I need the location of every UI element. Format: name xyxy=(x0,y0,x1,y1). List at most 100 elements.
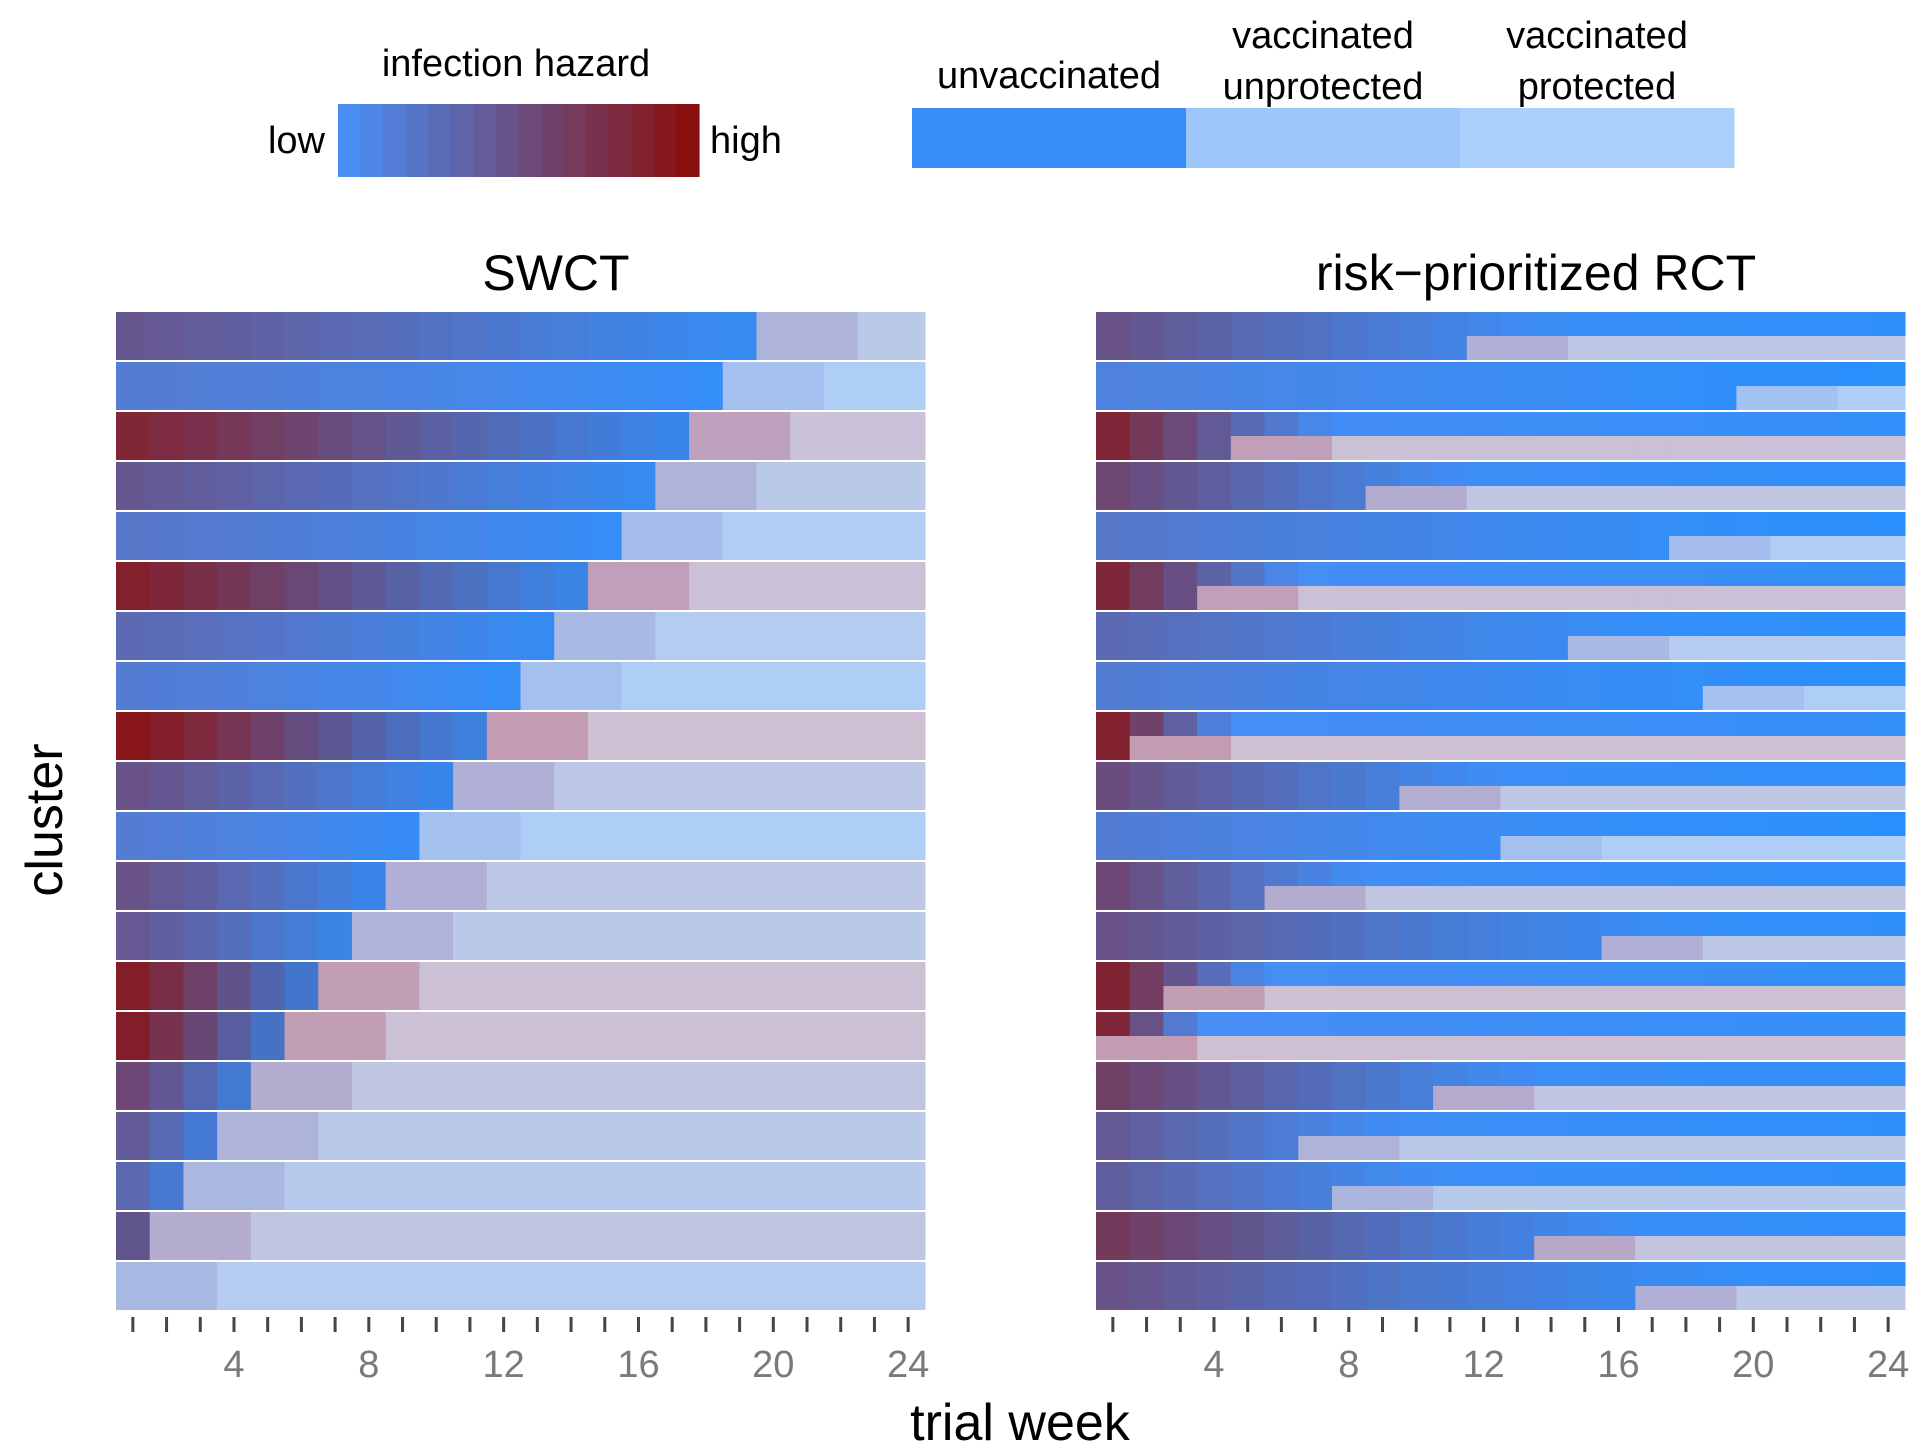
heatmap-cell-vaccinated-half xyxy=(1096,1036,1131,1060)
heatmap-cell-vaccinated-half xyxy=(1837,386,1872,410)
heatmap-cell xyxy=(217,312,252,360)
heatmap-cell-vaccinated-half xyxy=(1803,736,1839,760)
heatmap-cell-vaccinated-half xyxy=(1871,1136,1906,1160)
hazard-swatch xyxy=(405,104,429,177)
heatmap-cell-vaccinated-half xyxy=(1567,736,1603,760)
heatmap-cell xyxy=(183,1012,218,1060)
heatmap-cell xyxy=(689,862,724,910)
heatmap-cell xyxy=(453,762,488,810)
heatmap-cell xyxy=(116,1062,151,1110)
heatmap-cell xyxy=(217,512,252,560)
heatmap-cell xyxy=(419,462,454,510)
heatmap-cell-vaccinated-half xyxy=(1197,1036,1232,1060)
heatmap-cell xyxy=(1399,812,1434,860)
heatmap-cell-vaccinated-half xyxy=(1567,1236,1603,1260)
heatmap-cell xyxy=(1635,762,1670,786)
heatmap-cell xyxy=(1096,462,1131,510)
heatmap-cell-vaccinated-half xyxy=(1871,1236,1906,1260)
heatmap-cell xyxy=(1500,1112,1535,1136)
heatmap-cell-vaccinated-half xyxy=(1635,486,1670,510)
heatmap-cell xyxy=(318,312,353,360)
heatmap-cell xyxy=(857,662,892,710)
heatmap-cell xyxy=(486,1112,521,1160)
heatmap-cell xyxy=(1837,362,1872,386)
heatmap-cell-vaccinated-half xyxy=(1871,686,1906,710)
heatmap-cell xyxy=(1736,962,1771,986)
heatmap-cell xyxy=(217,1012,252,1060)
heatmap-cell-vaccinated-half xyxy=(1702,686,1737,710)
heatmap-cell xyxy=(1500,662,1535,710)
heatmap-cell xyxy=(1770,1112,1805,1136)
heatmap-cell-vaccinated-half xyxy=(1871,536,1906,560)
heatmap-cell-vaccinated-half xyxy=(1871,636,1906,660)
heatmap-cell xyxy=(385,812,420,860)
heatmap-cell xyxy=(1433,662,1468,710)
heatmap-cell xyxy=(318,412,353,460)
heatmap-cell xyxy=(1197,1162,1232,1210)
heatmap-cell-vaccinated-half xyxy=(1264,586,1299,610)
heatmap-cell xyxy=(217,962,252,1010)
heatmap-cell xyxy=(790,362,825,410)
heatmap-cell xyxy=(857,462,892,510)
heatmap-cell xyxy=(520,1162,555,1210)
heatmap-cell xyxy=(1669,1212,1704,1236)
heatmap-cell xyxy=(1096,662,1131,710)
heatmap-cell xyxy=(823,1062,859,1110)
heatmap-cell xyxy=(823,1262,859,1310)
heatmap-cell xyxy=(689,812,724,860)
heatmap-cell xyxy=(486,1212,521,1260)
heatmap-cell xyxy=(1702,1212,1737,1236)
heatmap-cell xyxy=(1365,512,1400,560)
heatmap-cell-vaccinated-half xyxy=(1466,1186,1501,1210)
heatmap-cell xyxy=(756,462,791,510)
heatmap-cell xyxy=(1803,1212,1839,1236)
heatmap-cell xyxy=(1197,912,1232,960)
heatmap-cell xyxy=(284,412,319,460)
heatmap-cell xyxy=(655,612,690,660)
heatmap-cell xyxy=(1365,962,1400,986)
heatmap-cell xyxy=(486,962,521,1010)
heatmap-cell xyxy=(1197,812,1232,860)
heatmap-cell xyxy=(520,362,555,410)
heatmap-cell xyxy=(1736,362,1771,386)
heatmap-cell xyxy=(1399,612,1434,660)
heatmap-cell xyxy=(1803,512,1839,536)
heatmap-cell xyxy=(1635,662,1670,710)
heatmap-cell xyxy=(419,862,454,910)
heatmap-cell-vaccinated-half xyxy=(1803,1036,1839,1060)
heatmap-cell xyxy=(1635,1062,1670,1086)
heatmap-cell xyxy=(1702,312,1737,336)
heatmap-cell-vaccinated-half xyxy=(1803,886,1839,910)
heatmap-cell xyxy=(1871,1162,1906,1186)
heatmap-cell xyxy=(1197,762,1232,810)
heatmap-cell xyxy=(891,1212,926,1260)
heatmap-cell xyxy=(116,462,151,510)
heatmap-cell xyxy=(722,412,757,460)
heatmap-cell xyxy=(857,1112,892,1160)
heatmap-cell-vaccinated-half xyxy=(1770,486,1805,510)
heatmap-cell xyxy=(183,1212,218,1260)
heatmap-cell xyxy=(1399,862,1434,886)
heatmap-cell xyxy=(1331,462,1367,510)
heatmap-cell xyxy=(1635,1112,1670,1136)
heatmap-cell xyxy=(284,1062,319,1110)
heatmap-cell xyxy=(183,762,218,810)
heatmap-cell xyxy=(1163,812,1198,860)
heatmap-cell-vaccinated-half xyxy=(1669,436,1704,460)
heatmap-cell-vaccinated-half xyxy=(1871,1036,1906,1060)
heatmap-cell xyxy=(1129,1212,1164,1260)
heatmap-cell xyxy=(722,662,757,710)
heatmap-cell xyxy=(1736,712,1771,736)
heatmap-cell xyxy=(1264,1062,1299,1110)
heatmap-cell xyxy=(1399,1062,1434,1110)
x-tick-label: 24 xyxy=(887,1344,929,1386)
heatmap-cell xyxy=(1129,662,1164,710)
heatmap-cell xyxy=(284,862,319,910)
heatmap-cell xyxy=(1264,612,1299,660)
heatmap-cell xyxy=(756,1012,791,1060)
heatmap-cell-vaccinated-half xyxy=(1803,486,1839,510)
heatmap-cell xyxy=(1163,1012,1198,1036)
heatmap-cell xyxy=(385,512,420,560)
heatmap-cell xyxy=(1871,562,1906,586)
heatmap-cell xyxy=(1770,1012,1805,1036)
